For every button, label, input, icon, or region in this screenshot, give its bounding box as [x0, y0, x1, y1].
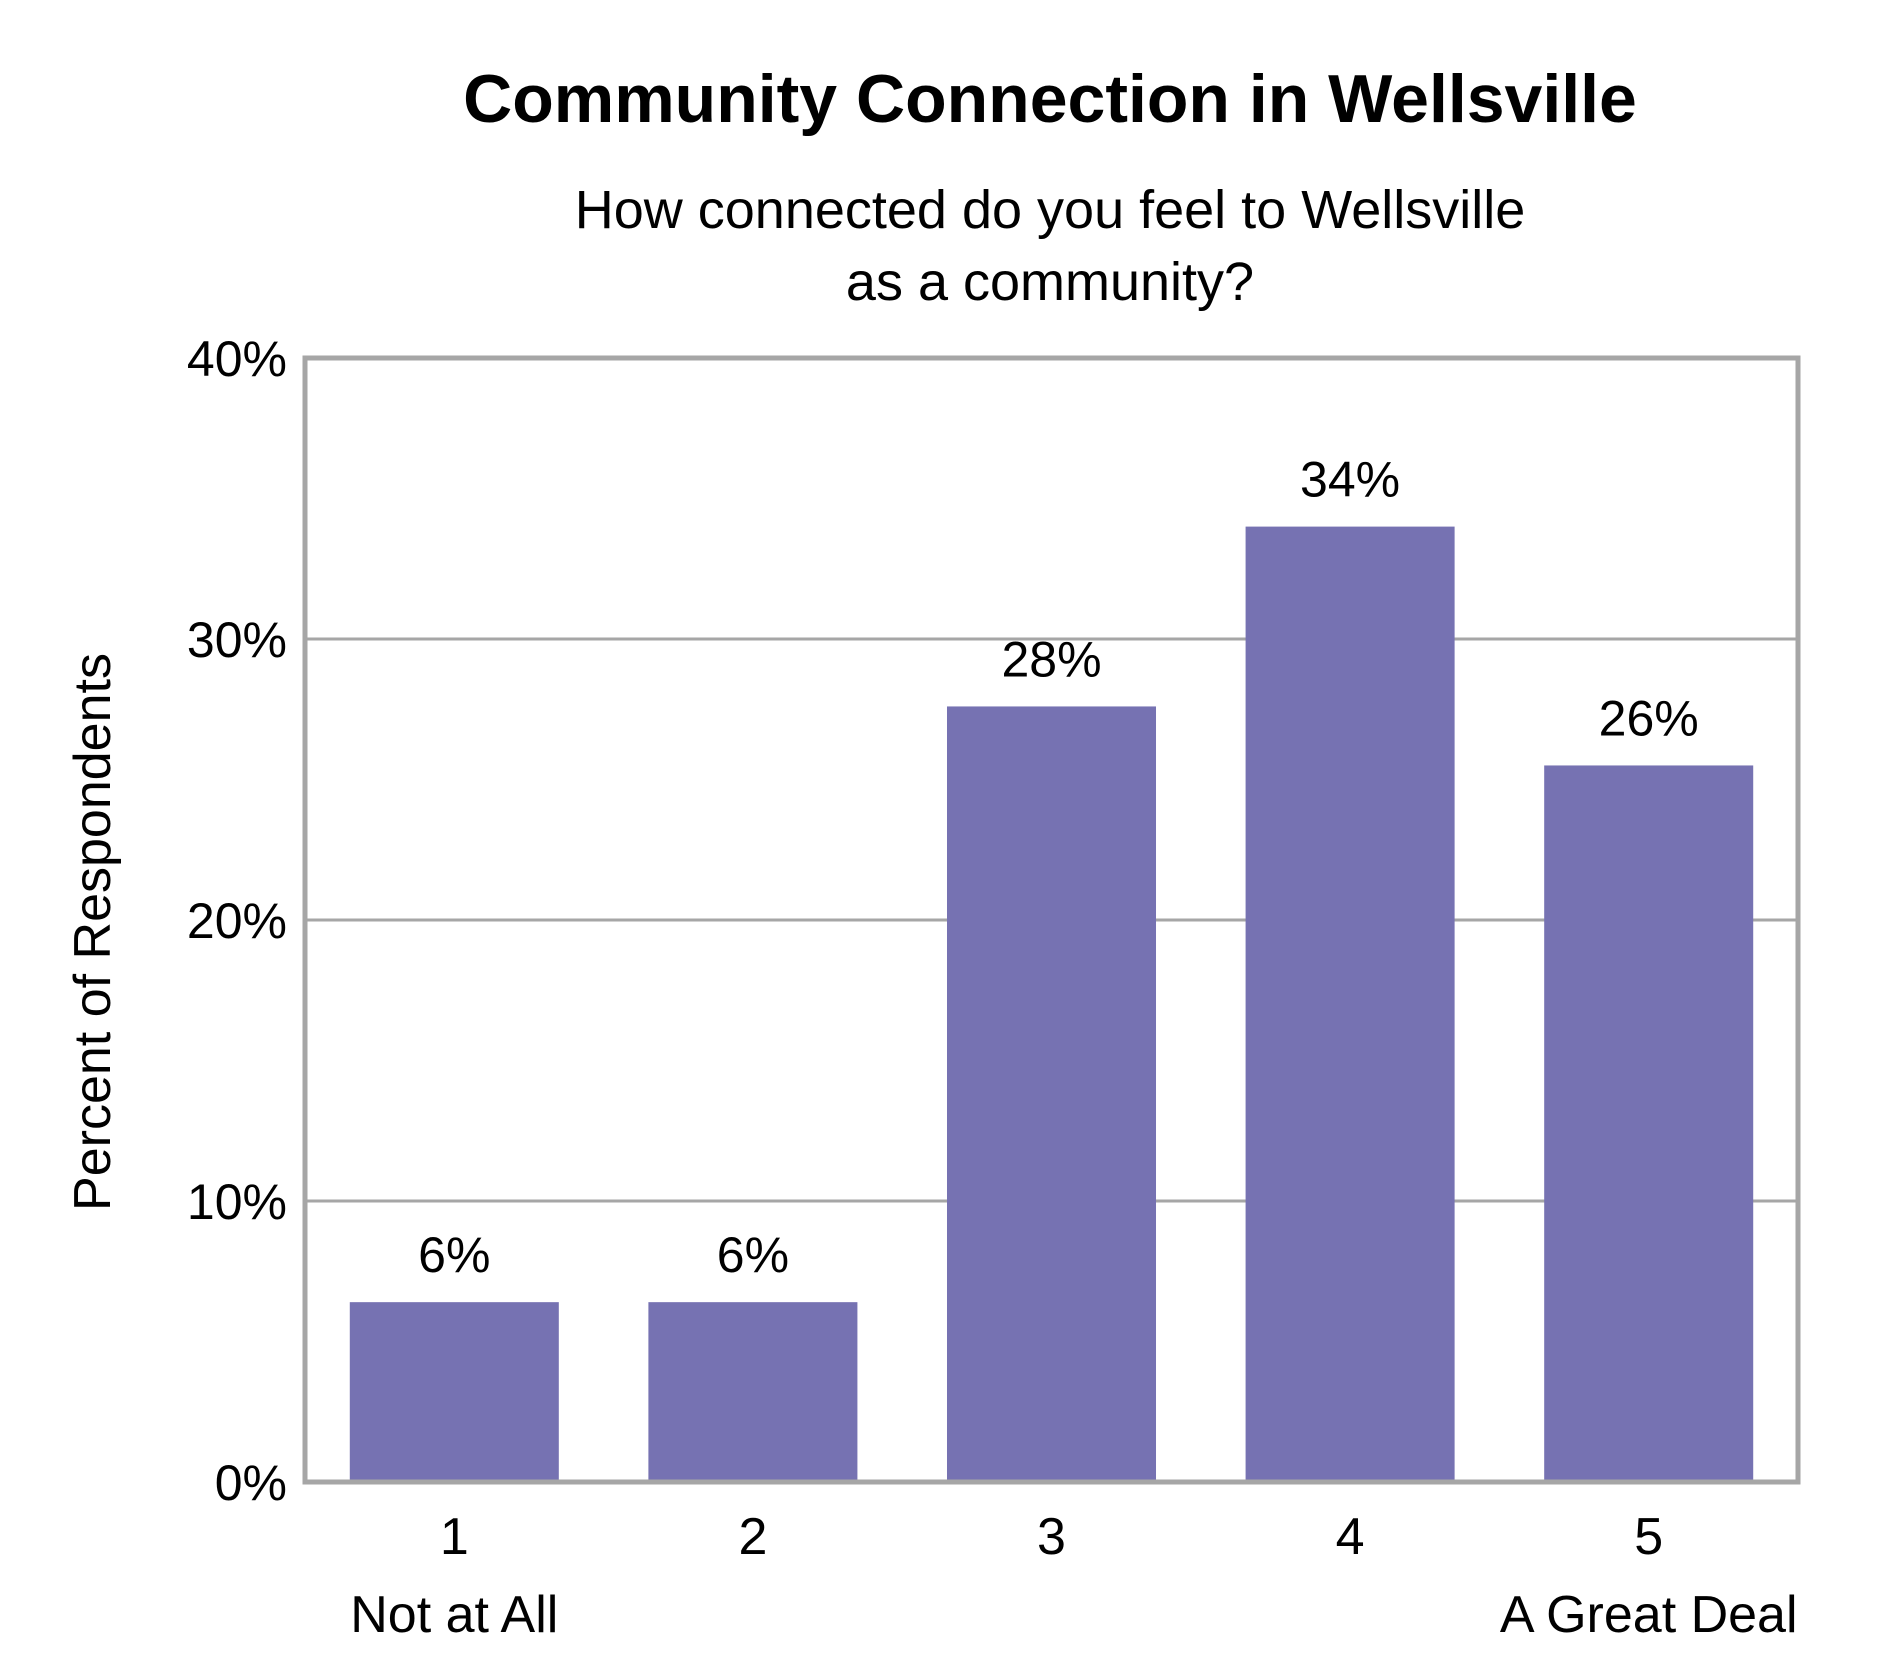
- chart-subtitle-line-1: How connected do you feel to Wellsville: [575, 180, 1526, 240]
- x-sublabel-1: Not at All: [350, 1586, 558, 1644]
- x-tick-label-5: 5: [1634, 1508, 1663, 1566]
- data-label-1: 6%: [418, 1227, 490, 1283]
- bar-3: [946, 706, 1157, 1482]
- x-tick-label-4: 4: [1336, 1508, 1365, 1566]
- data-label-5: 26%: [1599, 690, 1699, 746]
- y-tick-label-4: 40%: [187, 331, 287, 387]
- y-tick-label-3: 30%: [187, 612, 287, 668]
- y-axis-ticks: 0% 10% 20% 30% 40%: [187, 331, 287, 1511]
- bar-4: [1245, 526, 1455, 1482]
- y-axis-title: Percent of Respondents: [64, 653, 122, 1211]
- bar-2: [648, 1302, 858, 1482]
- y-tick-label-0: 0%: [215, 1455, 287, 1511]
- chart-subtitle-line-2: as a community?: [846, 252, 1254, 312]
- x-axis-categories: 1 Not at All 2 3 4 5 A Great Deal: [350, 1508, 1797, 1644]
- data-label-3: 28%: [1001, 631, 1101, 687]
- chart-title: Community Connection in Wellsville: [463, 61, 1637, 137]
- data-label-4: 34%: [1300, 452, 1400, 508]
- bar-1: [349, 1302, 559, 1482]
- x-tick-label-3: 3: [1037, 1508, 1066, 1566]
- y-tick-label-1: 10%: [187, 1174, 287, 1230]
- bars: [349, 526, 1754, 1482]
- bar-5: [1544, 765, 1754, 1482]
- x-sublabel-5: A Great Deal: [1500, 1586, 1798, 1644]
- y-tick-label-2: 20%: [187, 893, 287, 949]
- x-tick-label-2: 2: [738, 1508, 767, 1566]
- plot-frame: [302, 355, 1801, 1485]
- data-label-2: 6%: [717, 1227, 789, 1283]
- data-labels: 6% 6% 28% 34% 26%: [418, 452, 1699, 1284]
- x-tick-label-1: 1: [440, 1508, 469, 1566]
